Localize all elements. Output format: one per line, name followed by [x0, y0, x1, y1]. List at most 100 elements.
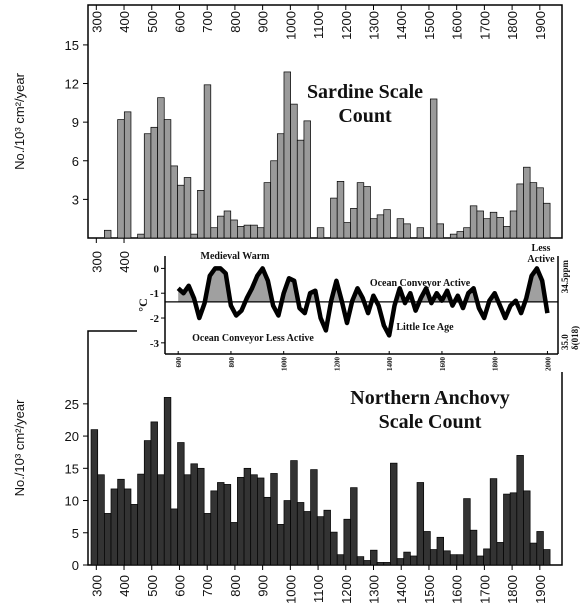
bar [250, 224, 258, 239]
x-tick-label: 800 [228, 575, 243, 597]
bar [276, 524, 285, 566]
bar [190, 233, 198, 239]
bar [183, 474, 192, 566]
x-tick-label: 500 [145, 11, 160, 33]
y2-label: 35.0 [560, 334, 570, 350]
bar [104, 513, 112, 566]
bar [237, 226, 245, 239]
bar [243, 467, 252, 566]
bar [143, 440, 152, 566]
bar [170, 508, 178, 566]
x-tick-label: 1500 [422, 11, 437, 40]
bar [429, 549, 438, 566]
bar [436, 536, 444, 566]
bar [263, 182, 272, 239]
x-tick-label: 1000 [283, 575, 298, 604]
bar [296, 139, 305, 239]
bar [303, 511, 311, 566]
bar [350, 487, 358, 566]
bar [203, 513, 212, 566]
bar [363, 186, 371, 239]
bar [343, 222, 351, 239]
bar [483, 218, 491, 239]
bar [523, 166, 531, 239]
bar [496, 217, 504, 239]
bar [323, 509, 331, 566]
chart-title: Northern Anchovy Scale Count [350, 387, 510, 433]
bar [117, 119, 125, 239]
bar [403, 551, 411, 566]
bar [483, 548, 491, 566]
bar [456, 554, 464, 566]
bar [270, 473, 278, 566]
bar [217, 215, 225, 239]
bar [203, 84, 212, 239]
y2-title: δ(018) [570, 326, 580, 350]
x-tick-label: 1100 [311, 11, 326, 39]
bar [370, 218, 378, 239]
x-tick-label: 1200 [339, 11, 354, 40]
bar [257, 477, 265, 566]
y-tick-label: 3 [72, 192, 79, 207]
bar [456, 231, 464, 239]
bar [190, 463, 198, 566]
bar [270, 160, 278, 239]
bar [163, 397, 172, 566]
bar [110, 488, 119, 566]
y-tick-label: 15 [65, 38, 79, 53]
bar [197, 467, 205, 566]
bar [183, 177, 192, 239]
x-tick-label: 800 [228, 357, 236, 368]
bar [503, 226, 511, 239]
bar [150, 421, 158, 566]
bar [310, 469, 318, 566]
x-tick-label: 1000 [283, 11, 298, 40]
x-tick-label: 800 [228, 11, 243, 33]
bar [303, 120, 311, 239]
plot-frame [87, 4, 563, 239]
bar [350, 208, 358, 239]
x-tick-label: 300 [89, 251, 104, 273]
bar [469, 529, 478, 566]
bar [163, 119, 172, 239]
bar [237, 476, 245, 566]
bar [376, 214, 385, 239]
bar [496, 542, 504, 566]
bar [123, 111, 132, 239]
bar [416, 227, 425, 239]
x-tick-label: 1400 [394, 11, 409, 40]
bar [543, 202, 551, 239]
annotation: Little Ice Age [396, 322, 454, 333]
bar [370, 549, 378, 566]
bar [443, 550, 451, 566]
y-tick-label: 15 [65, 461, 79, 476]
bar [257, 227, 265, 239]
bar [536, 187, 544, 239]
bar [276, 133, 285, 239]
y-axis-label: No./10³ cm²/year [12, 399, 27, 496]
bar [356, 556, 365, 566]
y-axis-label: °C [136, 298, 150, 311]
y-tick-label: 9 [72, 115, 79, 130]
bar [130, 504, 138, 566]
bar [410, 555, 418, 566]
bar [330, 531, 338, 566]
bar [296, 502, 305, 566]
x-tick-label: 1200 [339, 575, 354, 604]
bar [516, 455, 524, 566]
bar [197, 190, 205, 239]
x-tick-label: 1800 [492, 357, 500, 372]
bar [90, 429, 99, 566]
bar [210, 227, 218, 239]
x-tick-label: 1300 [367, 575, 382, 604]
bar [137, 473, 145, 566]
bar [423, 531, 431, 566]
bar [217, 482, 225, 566]
bar [463, 498, 471, 566]
bar [529, 182, 538, 239]
annotation: Ocean Conveyor Active [369, 278, 471, 289]
bar [536, 531, 544, 566]
bar [336, 554, 345, 566]
